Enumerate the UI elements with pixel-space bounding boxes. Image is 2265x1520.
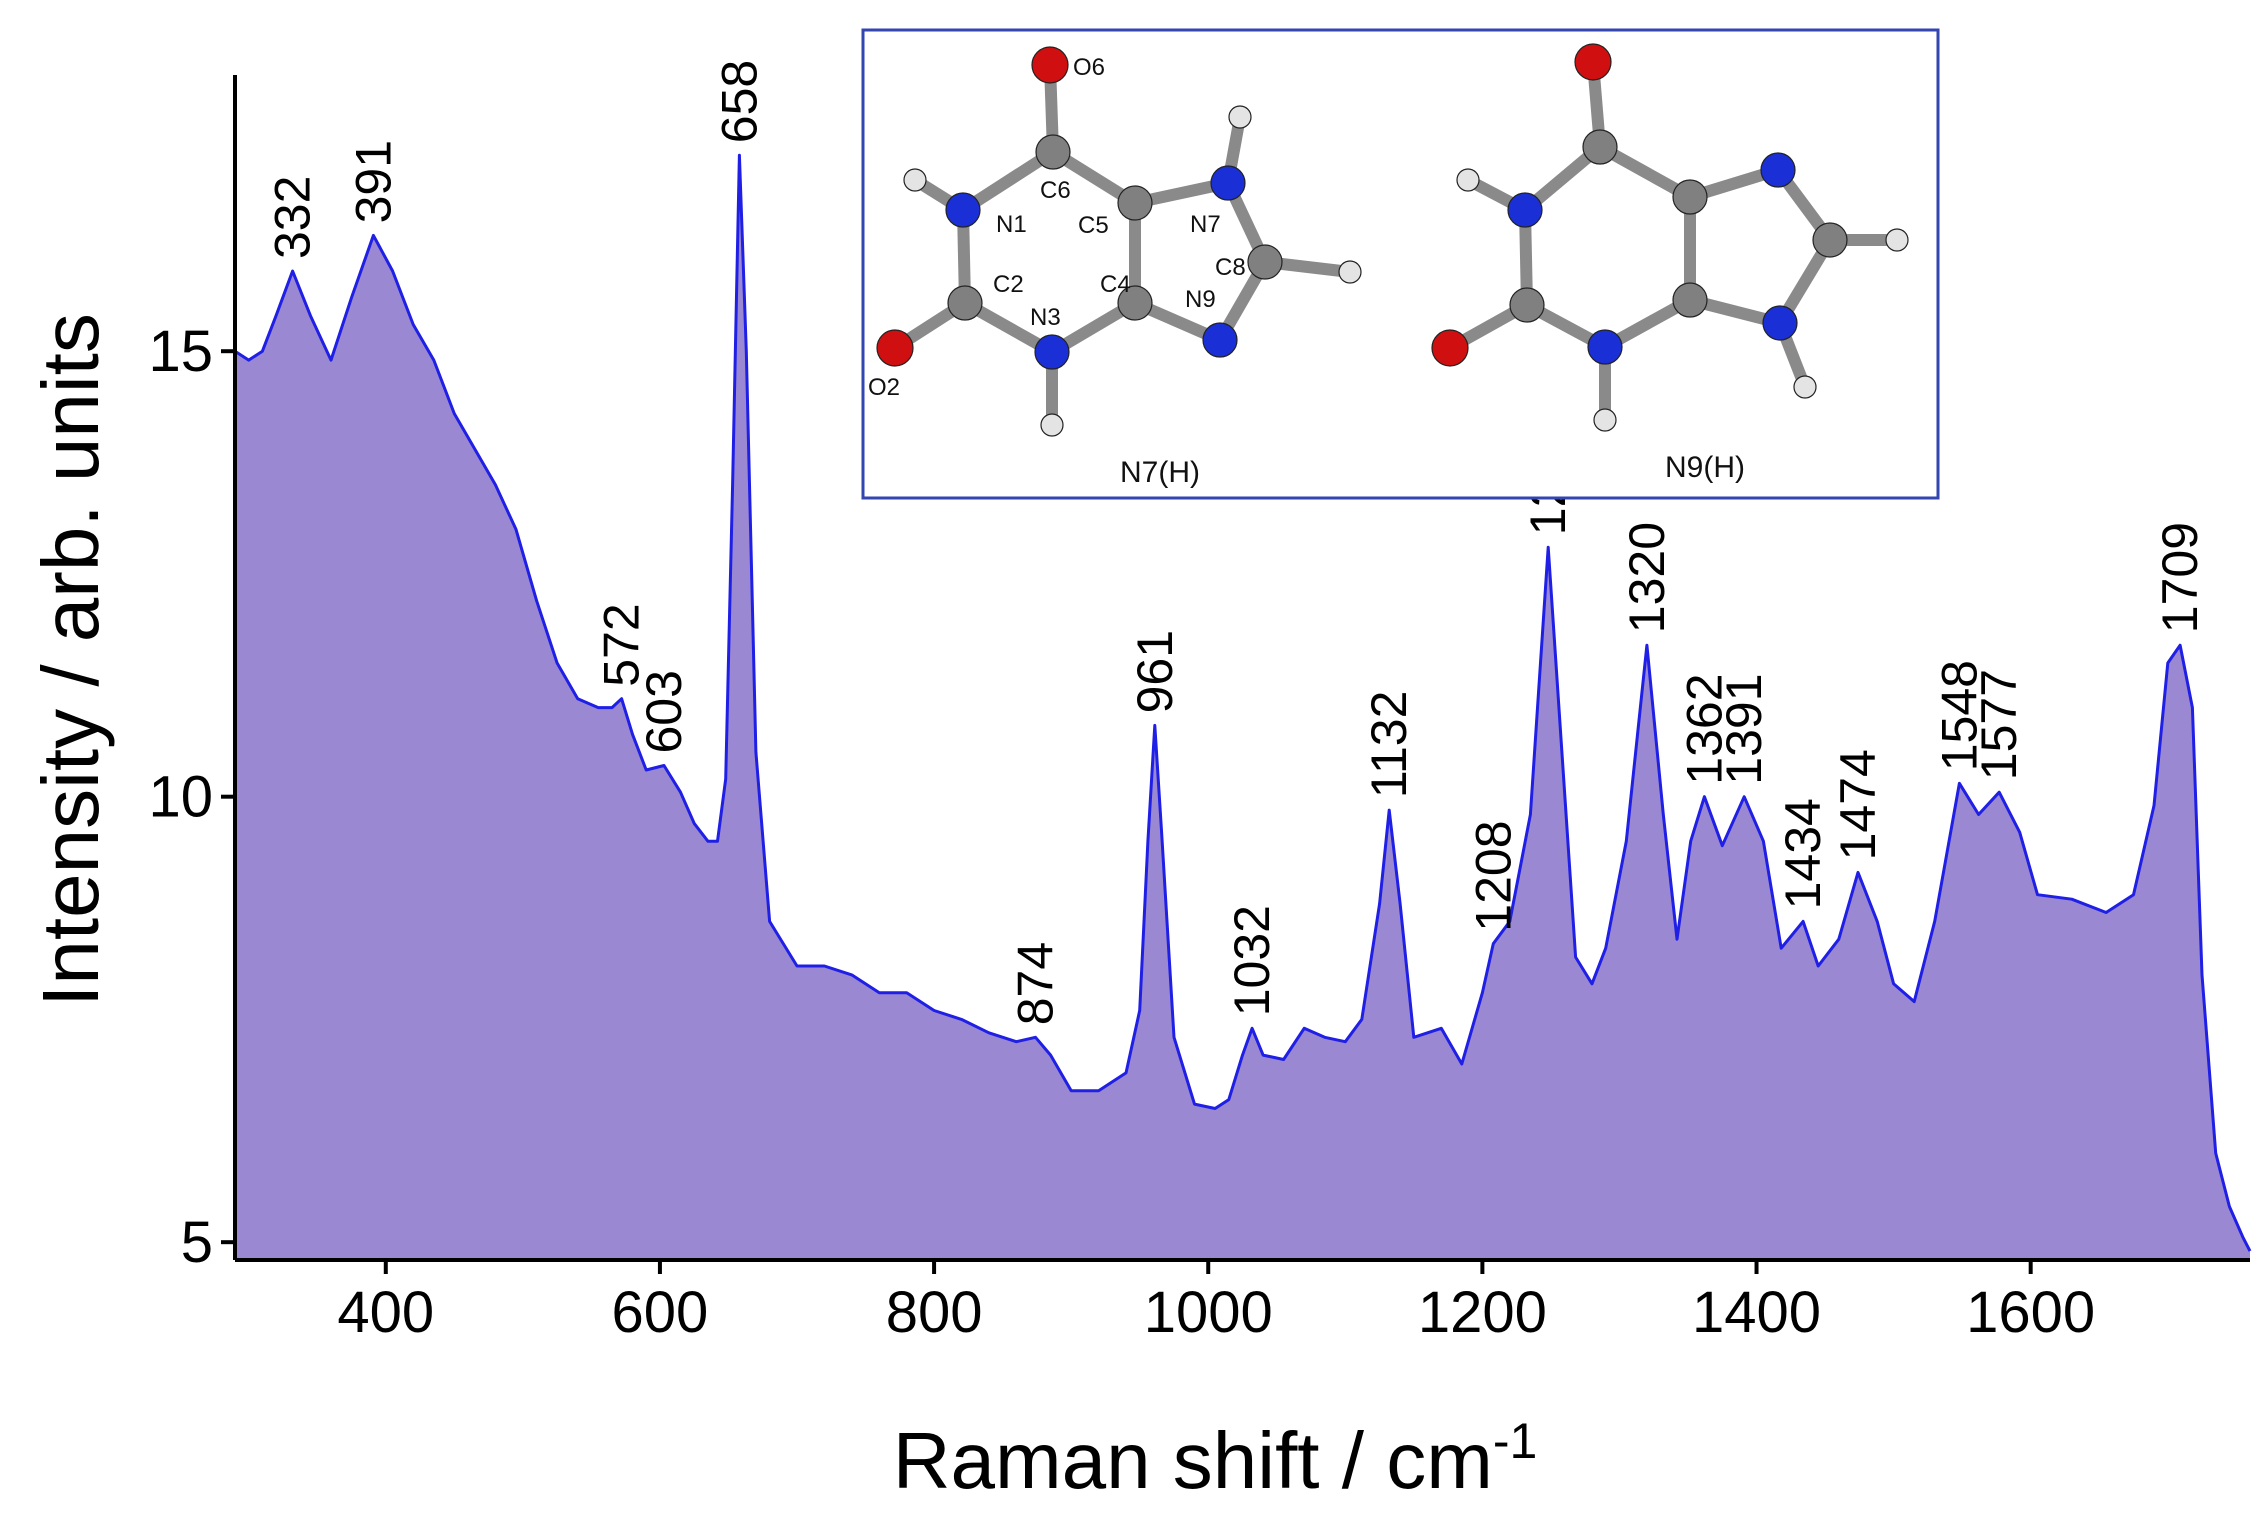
- atom-N: [945, 192, 981, 228]
- molecule-inset: O6 N1 C6 C5 N7 C2 C4 C8 N9 N3 O2 N7(H) N9(H): [861, 28, 1940, 500]
- atom-C: [947, 285, 983, 321]
- atom-N: [1760, 152, 1796, 188]
- atom-N: [1034, 334, 1070, 370]
- peak-label: 391: [345, 140, 401, 223]
- atom-label: C6: [1040, 177, 1071, 204]
- atom-H: [1593, 408, 1617, 432]
- atom-C: [1247, 244, 1283, 280]
- peak-label: 603: [636, 670, 692, 753]
- inset-border: [861, 28, 1940, 500]
- molecule-n7h: O6 N1 C6 C5 N7 C2 C4 C8 N9 N3 O2: [868, 46, 1362, 437]
- peak-label: 1577: [1971, 669, 2027, 780]
- atom-label: N7: [1190, 211, 1221, 238]
- atom-O: [1431, 329, 1469, 367]
- atom-label: C2: [993, 271, 1024, 298]
- atom-H: [903, 168, 927, 192]
- x-tick-label: 800: [886, 1280, 983, 1345]
- peak-label: 1434: [1775, 798, 1831, 909]
- atom-C: [1117, 285, 1153, 321]
- atom-O: [1574, 43, 1612, 81]
- spectrum-area: [235, 155, 2250, 1261]
- peak-label: 1709: [2152, 522, 2208, 633]
- bond: [957, 146, 1059, 216]
- atom-N: [1210, 165, 1246, 201]
- x-tick-label: 400: [337, 1280, 434, 1345]
- x-tick-label: 1000: [1144, 1280, 1273, 1345]
- axes: [233, 75, 2250, 1262]
- atom-H: [1885, 228, 1909, 252]
- atom-O: [1031, 46, 1069, 84]
- atom-label: N1: [996, 211, 1027, 238]
- x-axis-title: Raman shift / cm-1: [893, 1413, 1538, 1505]
- peak-label: 1391: [1716, 673, 1772, 784]
- x-tick-label: 1400: [1692, 1280, 1821, 1345]
- atom-C: [1117, 185, 1153, 221]
- atom-C: [1672, 282, 1708, 318]
- atom-N: [1587, 329, 1623, 365]
- peak-label: 1548: [1931, 660, 1987, 771]
- atom-C: [1035, 134, 1071, 170]
- atom-C: [1812, 222, 1848, 258]
- atom-label: N9: [1185, 286, 1216, 313]
- atom-O: [876, 329, 914, 367]
- atom-N: [1762, 305, 1798, 341]
- peak-label: 961: [1127, 630, 1183, 713]
- isomer-label-n9h: N9(H): [1665, 451, 1745, 484]
- atom-H: [1456, 168, 1480, 192]
- peak-label: 658: [711, 60, 767, 143]
- x-tick-label: 600: [612, 1280, 709, 1345]
- atom-H: [1228, 105, 1252, 129]
- y-tick-label: 10: [148, 765, 213, 830]
- isomer-label-n7h: N7(H): [1120, 456, 1200, 489]
- atom-H: [1040, 413, 1064, 437]
- atom-label: N3: [1030, 304, 1061, 331]
- x-tick-label: 1600: [1966, 1280, 2095, 1345]
- y-tick-label: 5: [181, 1210, 213, 1275]
- peak-label: 1320: [1619, 522, 1675, 633]
- peak-label: 1208: [1465, 820, 1521, 931]
- atom-H: [1793, 375, 1817, 399]
- ticks: 400 600 800 1000 1200 1400 1600 5 10 15: [148, 319, 2095, 1345]
- atom-label: O6: [1073, 54, 1105, 81]
- y-axis-title: Intensity / arb. units: [26, 313, 115, 1007]
- peak-label: 332: [265, 176, 321, 259]
- atom-label: O2: [868, 374, 900, 401]
- plot-area: [234, 153, 2252, 1261]
- x-tick-label: 1200: [1418, 1280, 1547, 1345]
- peak-label: 1132: [1361, 691, 1417, 799]
- spectrum-line: [234, 153, 2252, 1252]
- peak-label: 874: [1008, 942, 1064, 1025]
- peak-label: 1474: [1830, 749, 1886, 860]
- atom-label: C5: [1078, 212, 1109, 239]
- atom-label: C4: [1100, 271, 1131, 298]
- atom-N: [1507, 192, 1543, 228]
- atom-N: [1202, 322, 1238, 358]
- atom-C: [1582, 129, 1618, 165]
- peak-label: 572: [594, 603, 650, 686]
- atom-H: [1338, 260, 1362, 284]
- peak-label: 1032: [1224, 905, 1280, 1016]
- molecule-n9h: [1431, 43, 1909, 432]
- atom-C: [1672, 179, 1708, 215]
- y-tick-label: 15: [148, 319, 213, 384]
- peak-label: 1362: [1676, 673, 1732, 784]
- atom-label: C8: [1215, 254, 1246, 281]
- atom-C: [1509, 287, 1545, 323]
